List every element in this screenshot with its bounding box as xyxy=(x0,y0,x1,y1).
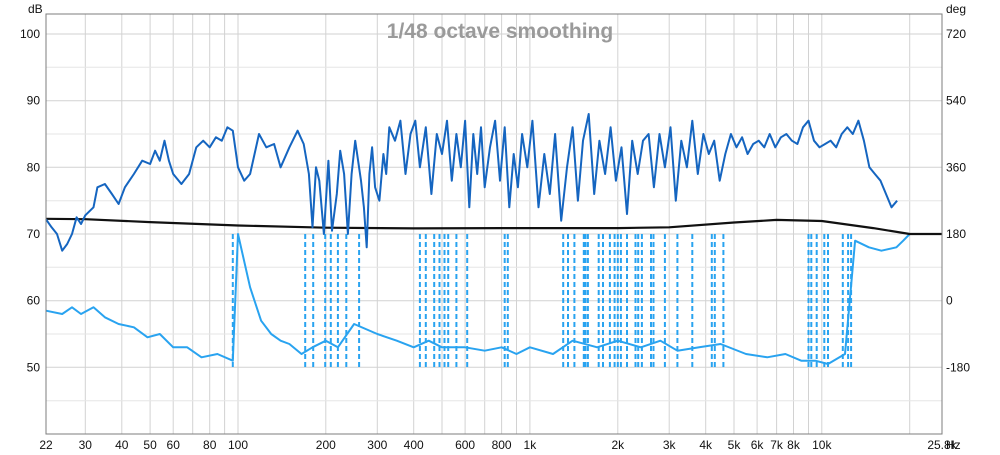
x-tick-label: 800 xyxy=(492,438,512,452)
y-right-tick-label: -180 xyxy=(946,360,970,374)
y-left-tick-label: 80 xyxy=(27,160,41,174)
x-tick-label: 8k xyxy=(787,438,801,452)
left-axis-ticks: 100 90 80 70 60 50 xyxy=(20,27,40,374)
x-tick-label: 6k xyxy=(751,438,765,452)
grid xyxy=(46,14,942,434)
chart-title: 1/48 octave smoothing xyxy=(387,20,613,43)
x-tick-label: 400 xyxy=(404,438,424,452)
spl-line xyxy=(45,113,898,252)
x-tick-label: 300 xyxy=(367,438,387,452)
x-tick-label: 25.8k xyxy=(927,438,957,452)
y-right-tick-label: 360 xyxy=(946,160,966,174)
x-tick-label: 40 xyxy=(115,438,129,452)
x-tick-label: 10k xyxy=(812,438,832,452)
right-axis-ticks: 720 540 360 180 0 -180 xyxy=(946,27,970,374)
x-tick-label: 7k xyxy=(770,438,784,452)
y-left-tick-label: 50 xyxy=(27,360,41,374)
x-axis-ticks: 22 30 40 50 60 80 100 200 300 400 600 800 1k 2k 3k 4k 5k… xyxy=(39,438,957,452)
x-tick-label: 2k xyxy=(611,438,625,452)
right-unit-label: deg xyxy=(946,2,966,16)
series-layer xyxy=(45,113,942,368)
y-right-tick-label: 0 xyxy=(946,294,953,308)
y-right-tick-label: 720 xyxy=(946,27,966,41)
y-left-tick-label: 60 xyxy=(27,294,41,308)
x-tick-label: 4k xyxy=(699,438,713,452)
left-unit-label: dB xyxy=(28,2,43,16)
y-left-tick-label: 70 xyxy=(27,227,41,241)
y-left-tick-label: 90 xyxy=(27,94,41,108)
phase-reference-line xyxy=(45,217,942,236)
x-tick-label: 1k xyxy=(524,438,538,452)
x-unit-label: Hz xyxy=(946,438,961,452)
y-left-tick-label: 100 xyxy=(20,27,40,41)
plot-frame xyxy=(45,13,943,435)
x-tick-label: 100 xyxy=(228,438,248,452)
x-tick-label: 600 xyxy=(455,438,475,452)
x-tick-label: 30 xyxy=(79,438,93,452)
phase-line xyxy=(45,233,911,365)
x-tick-label: 50 xyxy=(143,438,157,452)
x-tick-label: 60 xyxy=(167,438,181,452)
x-tick-label: 3k xyxy=(663,438,677,452)
x-tick-label: 5k xyxy=(728,438,742,452)
x-tick-label: 22 xyxy=(39,438,53,452)
x-tick-label: 200 xyxy=(316,438,336,452)
y-right-tick-label: 180 xyxy=(946,227,966,241)
y-right-tick-label: 540 xyxy=(946,94,966,108)
x-tick-label: 80 xyxy=(203,438,217,452)
